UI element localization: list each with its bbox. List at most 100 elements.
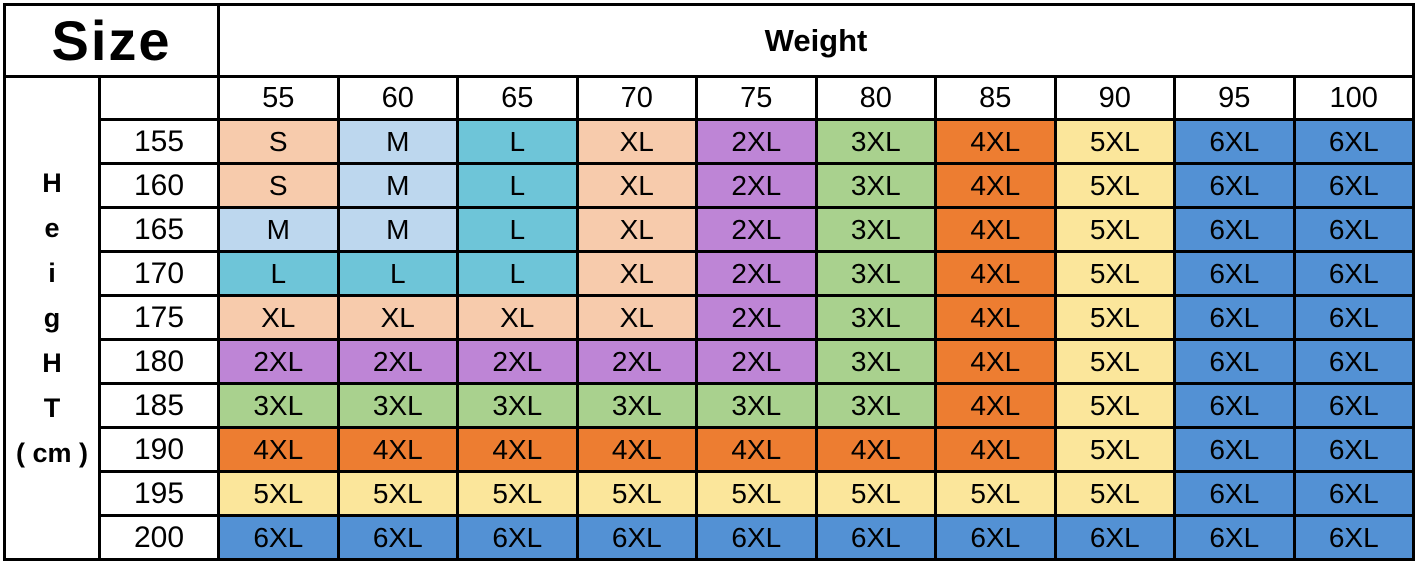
size-cell: 4XL xyxy=(456,426,579,473)
size-cell: 4XL xyxy=(934,206,1057,253)
size-cell: 6XL xyxy=(1173,382,1296,429)
size-cell: 2XL xyxy=(695,162,818,209)
height-axis-letter: H xyxy=(42,167,62,198)
size-cell: 4XL xyxy=(934,382,1057,429)
size-cell: 5XL xyxy=(456,470,579,517)
size-cell: 6XL xyxy=(1173,206,1296,253)
size-title: Size xyxy=(3,3,220,78)
size-cell: XL xyxy=(575,118,698,165)
size-cell: 4XL xyxy=(336,426,459,473)
size-cell: 2XL xyxy=(456,338,579,385)
size-cell: 2XL xyxy=(575,338,698,385)
size-cell: 5XL xyxy=(1053,206,1176,253)
height-header-cell: 155 xyxy=(98,118,220,165)
size-cell: 2XL xyxy=(217,338,340,385)
size-cell: XL xyxy=(575,162,698,209)
size-cell: 6XL xyxy=(575,514,698,561)
size-cell: 6XL xyxy=(1053,514,1176,561)
size-cell: 3XL xyxy=(814,206,937,253)
size-cell: 2XL xyxy=(695,250,818,297)
size-cell: 3XL xyxy=(814,162,937,209)
size-cell: L xyxy=(456,162,579,209)
height-header-cell: 195 xyxy=(98,470,220,517)
size-cell: XL xyxy=(575,294,698,341)
size-cell: 5XL xyxy=(1053,470,1176,517)
size-cell: 4XL xyxy=(217,426,340,473)
weight-header-cell: 55 xyxy=(217,75,340,121)
height-header-cell: 200 xyxy=(98,514,220,561)
size-cell: M xyxy=(336,206,459,253)
size-cell: 6XL xyxy=(814,514,937,561)
table-row: 155 S M L XL 2XL 3XL 4XL 5XL 6XL 6XL xyxy=(5,118,1415,165)
size-cell: 4XL xyxy=(934,294,1057,341)
size-cell: XL xyxy=(575,250,698,297)
size-cell: 6XL xyxy=(1173,162,1296,209)
size-cell: 6XL xyxy=(1292,338,1415,385)
height-header-cell: 185 xyxy=(98,382,220,429)
height-axis-letter: i xyxy=(48,257,56,288)
size-cell: S xyxy=(217,118,340,165)
height-header-cell: 180 xyxy=(98,338,220,385)
size-cell: 3XL xyxy=(814,338,937,385)
size-cell: 5XL xyxy=(1053,294,1176,341)
size-cell: 5XL xyxy=(695,470,818,517)
weight-header-cell: 65 xyxy=(456,75,579,121)
size-cell: 5XL xyxy=(575,470,698,517)
size-cell: 6XL xyxy=(1292,382,1415,429)
table-row: 200 6XL 6XL 6XL 6XL 6XL 6XL 6XL 6XL 6XL 6XL xyxy=(5,514,1415,561)
size-cell: 5XL xyxy=(1053,426,1176,473)
size-cell: 6XL xyxy=(934,514,1057,561)
size-cell: 6XL xyxy=(1173,338,1296,385)
size-cell: XL xyxy=(575,206,698,253)
size-cell: 6XL xyxy=(336,514,459,561)
size-cell: 6XL xyxy=(1292,426,1415,473)
size-cell: 6XL xyxy=(1173,470,1296,517)
size-cell: 6XL xyxy=(1292,118,1415,165)
size-cell: XL xyxy=(456,294,579,341)
weight-header-cell: 60 xyxy=(336,75,459,121)
size-cell: 4XL xyxy=(934,338,1057,385)
size-cell: 5XL xyxy=(336,470,459,517)
table-row: 195 5XL 5XL 5XL 5XL 5XL 5XL 5XL 5XL 6XL 6XL xyxy=(5,470,1415,517)
size-cell: L xyxy=(336,250,459,297)
table-row: 165 M M L XL 2XL 3XL 4XL 5XL 6XL 6XL xyxy=(5,206,1415,253)
size-cell: 5XL xyxy=(1053,382,1176,429)
size-cell: 5XL xyxy=(1053,118,1176,165)
size-cell: 5XL xyxy=(814,470,937,517)
size-cell: 3XL xyxy=(814,382,937,429)
height-axis-letter: T xyxy=(43,392,61,423)
size-cell: L xyxy=(456,250,579,297)
height-header-cell: 165 xyxy=(98,206,220,253)
size-cell: 6XL xyxy=(1173,118,1296,165)
size-cell: 6XL xyxy=(1292,250,1415,297)
size-cell: 6XL xyxy=(456,514,579,561)
size-cell: 4XL xyxy=(575,426,698,473)
size-cell: 4XL xyxy=(934,162,1057,209)
size-cell: 6XL xyxy=(1173,426,1296,473)
size-cell: 6XL xyxy=(1292,514,1415,561)
size-cell: 5XL xyxy=(1053,250,1176,297)
size-cell: 4XL xyxy=(814,426,937,473)
size-cell: 2XL xyxy=(695,206,818,253)
size-cell: 2XL xyxy=(695,118,818,165)
size-cell: 6XL xyxy=(1292,162,1415,209)
size-cell: 3XL xyxy=(336,382,459,429)
height-axis-letter: H xyxy=(42,347,62,378)
size-cell: M xyxy=(336,118,459,165)
height-header-cell: 160 xyxy=(98,162,220,209)
size-cell: 3XL xyxy=(814,118,937,165)
size-cell: M xyxy=(217,206,340,253)
size-cell: 6XL xyxy=(1292,294,1415,341)
size-cell: 2XL xyxy=(695,294,818,341)
weight-header-cell: 95 xyxy=(1173,75,1296,121)
size-cell: 5XL xyxy=(1053,338,1176,385)
height-axis-letter: g xyxy=(43,302,61,333)
size-cell: 6XL xyxy=(1173,514,1296,561)
size-cell: 6XL xyxy=(217,514,340,561)
height-header-cell: 175 xyxy=(98,294,220,341)
size-cell: XL xyxy=(217,294,340,341)
size-cell: L xyxy=(217,250,340,297)
